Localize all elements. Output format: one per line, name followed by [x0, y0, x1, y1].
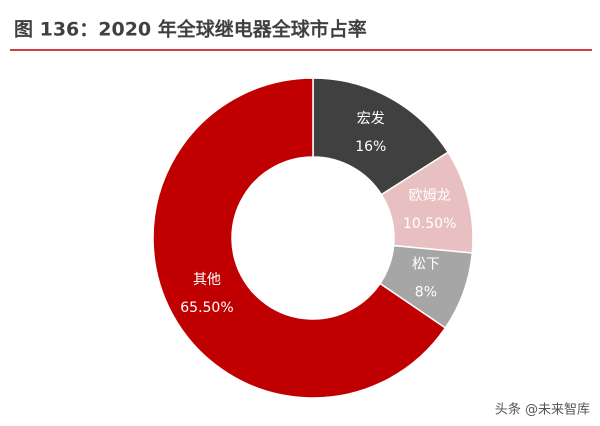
value-label: 16% [355, 139, 386, 155]
chart-title: 图 136：2020 年全球继电器全球市占率 [14, 18, 367, 41]
value-label: 8% [415, 285, 437, 301]
slice-label: 欧姆龙 [409, 188, 451, 204]
slice-label: 其他 [193, 272, 221, 288]
donut-slice [152, 77, 447, 399]
slice-label: 松下 [412, 257, 440, 273]
slice-label: 宏发 [357, 111, 385, 127]
donut-slice [312, 77, 450, 196]
watermark: 头条 @未来智库 [495, 402, 590, 418]
value-label: 65.50% [180, 300, 233, 316]
value-label: 10.50% [403, 216, 456, 232]
